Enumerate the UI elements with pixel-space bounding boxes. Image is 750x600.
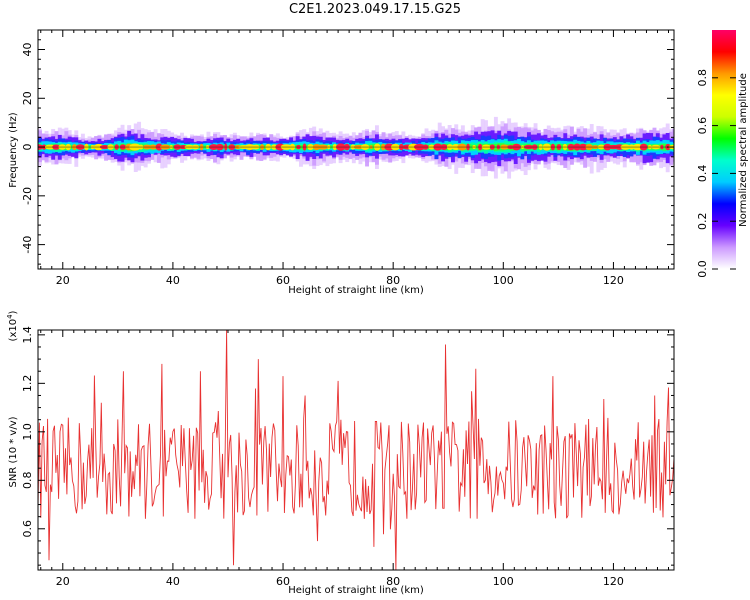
spectrogram-y-ticks: 40 20 0 -20 -40 bbox=[21, 39, 674, 265]
colorbar-tick-label: 0.2 bbox=[696, 212, 709, 230]
snr-x-tick-label: 100 bbox=[493, 575, 514, 588]
snr-x-tick-label: 80 bbox=[386, 575, 400, 588]
snr-y-tick-label: 1.4 bbox=[21, 326, 34, 344]
spectrogram-y-tick-label: 0 bbox=[21, 144, 34, 151]
colorbar-tick-label: 0.6 bbox=[696, 117, 709, 135]
snr-panel: 20 40 60 80 100 120 1.4 1.2 1.0 0.8 0.6 Height of… bbox=[6, 310, 675, 596]
spectrogram-x-tick-label: 80 bbox=[386, 274, 400, 287]
spectrogram-frame bbox=[37, 29, 675, 270]
snr-y-tick-label: 0.6 bbox=[21, 520, 34, 538]
snr-y-axis-label: SNR (10 * v/v) bbox=[8, 416, 19, 487]
spectrogram-y-tick-label: -20 bbox=[21, 187, 34, 205]
snr-y-tick-label: 1.0 bbox=[21, 423, 34, 441]
spectrogram-x-tick-label: 60 bbox=[276, 274, 290, 287]
colorbar-tick-label: 0.8 bbox=[696, 69, 709, 87]
snr-x-axis-label: Height of straight line (km) bbox=[288, 585, 424, 596]
spectrogram-y-axis-label: Frequency (Hz) bbox=[8, 112, 19, 188]
colorbar-ticks: 0.0 0.2 0.4 0.6 0.8 bbox=[696, 69, 736, 278]
spectrogram-y-tick-label: -40 bbox=[21, 236, 34, 254]
colorbar-tick-label: 0.0 bbox=[696, 260, 709, 278]
colorbar-label: Normalized spectral amplitude bbox=[738, 73, 749, 227]
snr-x-ticks: 20 40 60 80 100 120 bbox=[40, 330, 669, 588]
snr-x-tick-label: 60 bbox=[276, 575, 290, 588]
snr-y-multiplier: (x104) bbox=[6, 310, 19, 341]
snr-frame bbox=[37, 329, 675, 571]
spectrogram-x-ticks: 20 40 60 80 100 120 bbox=[40, 30, 669, 287]
spectrogram-panel: 20 40 60 80 100 120 40 20 0 -20 -40 Height of str… bbox=[8, 29, 675, 296]
spectrogram-x-axis-label: Height of straight line (km) bbox=[288, 285, 424, 296]
snr-y-ticks: 1.4 1.2 1.0 0.8 0.6 bbox=[21, 326, 674, 566]
snr-series-line bbox=[38, 330, 674, 570]
spectrogram-y-tick-label: 40 bbox=[21, 43, 34, 57]
spectrogram-heatmap bbox=[38, 116, 674, 179]
spectrogram-x-tick-label: 120 bbox=[603, 274, 624, 287]
spectrogram-x-tick-label: 20 bbox=[56, 274, 70, 287]
snr-x-tick-label: 20 bbox=[56, 575, 70, 588]
snr-x-tick-label: 40 bbox=[166, 575, 180, 588]
spectrogram-x-tick-label: 40 bbox=[166, 274, 180, 287]
colorbar: 0.0 0.2 0.4 0.6 0.8 Normalized spectral ampl… bbox=[696, 30, 749, 278]
snr-y-tick-label: 1.2 bbox=[21, 375, 34, 393]
spectrogram-y-tick-label: 20 bbox=[21, 91, 34, 105]
colorbar-gradient bbox=[712, 30, 736, 269]
snr-y-tick-label: 0.8 bbox=[21, 472, 34, 490]
chart-title: C2E1.2023.049.17.15.G25 bbox=[288, 2, 462, 17]
snr-x-tick-label: 120 bbox=[603, 575, 624, 588]
spectrogram-x-tick-label: 100 bbox=[493, 274, 514, 287]
colorbar-tick-label: 0.4 bbox=[696, 165, 709, 183]
